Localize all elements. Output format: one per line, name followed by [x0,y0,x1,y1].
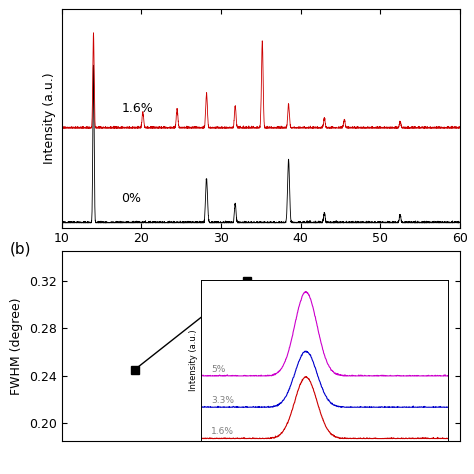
Text: (b): (b) [10,242,31,257]
X-axis label: 2 Theta (degree): 2 Theta (degree) [202,251,319,265]
Text: 0%: 0% [121,192,141,205]
Y-axis label: FWHM (degree): FWHM (degree) [10,297,23,395]
Text: 1.6%: 1.6% [121,102,153,115]
Y-axis label: Intensity (a.u.): Intensity (a.u.) [43,73,56,164]
